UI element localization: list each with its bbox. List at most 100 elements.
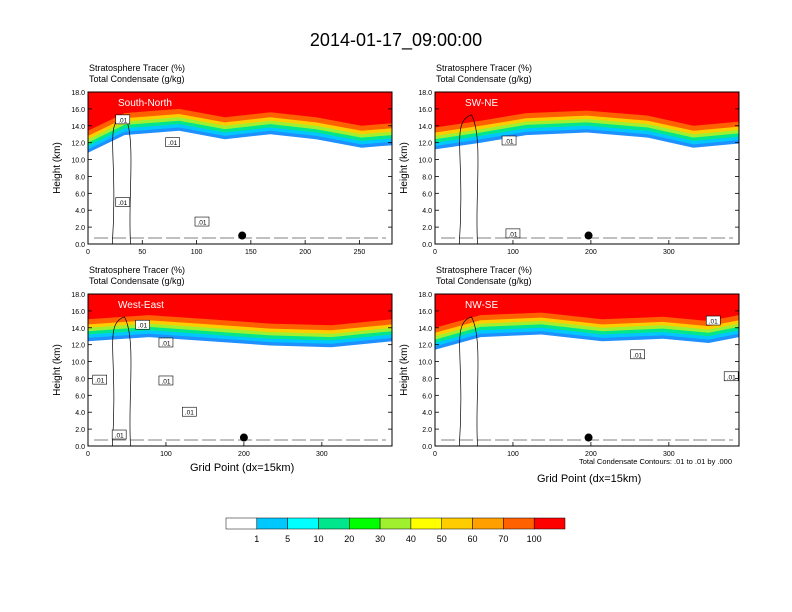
colorbar-label: 100	[527, 534, 542, 544]
colorbar-label: 70	[498, 534, 508, 544]
panel2-title: Stratosphere Tracer (%) Total Condensate…	[436, 63, 532, 85]
contour-label: .01	[709, 319, 718, 326]
colorbar-label: 1	[254, 534, 259, 544]
condensate-contour	[111, 316, 132, 447]
contour-label-box	[630, 349, 645, 360]
ytick-label: 14.0	[418, 326, 432, 333]
contour-label-box	[115, 114, 131, 125]
contour-label: .01	[727, 374, 736, 381]
xtick-label: 150	[245, 249, 257, 256]
colorbar-box	[225, 517, 258, 530]
location-marker	[584, 433, 593, 442]
location-marker	[238, 231, 247, 240]
panel3-title-line1: Stratosphere Tracer (%)	[89, 265, 186, 275]
contour-label: .01	[197, 220, 206, 227]
colorbar-label: 50	[437, 534, 447, 544]
xtick-label: 200	[585, 451, 597, 458]
ytick-label: 16.0	[418, 107, 432, 114]
contour-label-box	[92, 374, 107, 385]
colorbar-box	[287, 517, 319, 530]
panel-3: .01 .01 .01 .01 .01 .01 West-East 0.0 2.0 4.0 6.0 8…	[52, 292, 393, 458]
colorbar-label: 30	[375, 534, 385, 544]
ytick-label: 0.0	[422, 444, 432, 451]
xtick-label: 300	[663, 451, 675, 458]
ytick-label: 4.0	[422, 208, 432, 215]
contour-label-box	[705, 315, 721, 326]
xtick-label: 200	[238, 451, 250, 458]
ytick-label: 14.0	[418, 124, 432, 131]
ytick-label: 10.0	[71, 360, 85, 367]
panel3-title-line2: Total Condensate (g/kg)	[89, 276, 185, 286]
contour-label: .01	[168, 140, 177, 147]
contour-label: .01	[185, 410, 194, 417]
panel-4: .01 .01 .01 NW-SE 0.0 2.0 4.0 6.0 8.0 10.0 12.0 14.…	[399, 292, 740, 458]
panel-4-frame	[434, 293, 740, 447]
colorbar-label: 10	[313, 534, 323, 544]
ytick-label: 12.0	[418, 343, 432, 350]
contour-label: .01	[161, 340, 170, 347]
colorbar-box	[503, 517, 535, 530]
ytick-label: 10.0	[418, 158, 432, 165]
contour-label: .01	[508, 231, 517, 238]
ytick-label: 10.0	[71, 158, 85, 165]
contour-label-box	[505, 228, 521, 239]
ytick-label: 0.0	[422, 242, 432, 249]
panel-1: .01 .01 .01 .01 South-North 0.0 2.0 4.0 6.0 8.0 10…	[52, 90, 393, 256]
xtick-label: 300	[316, 451, 328, 458]
ytick-label: 2.0	[422, 427, 432, 434]
ytick-label: 16.0	[71, 107, 85, 114]
ytick-label: 8.0	[422, 376, 432, 383]
ytick-label: 4.0	[75, 410, 85, 417]
ytick-label: 2.0	[75, 427, 85, 434]
colorbar-box	[533, 517, 566, 530]
xtick-label: 0	[86, 451, 90, 458]
xtick-label: 100	[191, 249, 203, 256]
colorbar-label: 60	[468, 534, 478, 544]
ytick-label: 8.0	[75, 376, 85, 383]
condensate-contour	[458, 114, 479, 245]
ytick-label: 12.0	[71, 141, 85, 148]
colorbar-box	[256, 517, 288, 530]
section-label: SW-NE	[465, 98, 498, 109]
panel-3-frame	[87, 293, 393, 447]
ytick-label: 10.0	[418, 360, 432, 367]
colorbar-box	[472, 517, 504, 530]
ytick-label: 8.0	[422, 174, 432, 181]
contour-label-box	[194, 216, 210, 227]
colorbar-box	[441, 517, 473, 530]
contour-label-box	[115, 197, 131, 207]
ytick-label: 16.0	[71, 309, 85, 316]
ylabel: Height (km)	[52, 344, 63, 396]
colorbar-box	[349, 517, 381, 530]
ytick-label: 4.0	[422, 410, 432, 417]
contour-label: .01	[138, 323, 147, 330]
xtick-label: 100	[160, 451, 172, 458]
section-label: West-East	[118, 300, 164, 311]
contour-label-box	[111, 429, 127, 440]
contour-label-box	[182, 406, 197, 417]
xtick-label: 200	[585, 249, 597, 256]
colorbar: 1 5 10 20 30 40 50 60 70 100	[225, 517, 566, 544]
tracer-layer-1	[435, 92, 739, 128]
ytick-label: 6.0	[75, 393, 85, 400]
panel4-title-line2: Total Condensate (g/kg)	[436, 276, 532, 286]
ytick-label: 0.0	[75, 242, 85, 249]
colorbar-label: 5	[285, 534, 290, 544]
contour-label: .01	[118, 117, 127, 124]
panel-1-frame	[87, 91, 393, 245]
ytick-label: 18.0	[418, 292, 432, 299]
ytick-label: 8.0	[75, 174, 85, 181]
section-label: NW-SE	[465, 300, 498, 311]
location-marker	[239, 433, 248, 442]
ytick-label: 18.0	[71, 292, 85, 299]
contour-label-box	[135, 319, 150, 330]
ylabel: Height (km)	[399, 142, 410, 194]
ylabel: Height (km)	[399, 344, 410, 396]
ylabel: Height (km)	[52, 142, 63, 194]
ytick-label: 6.0	[422, 191, 432, 198]
ytick-label: 6.0	[75, 191, 85, 198]
contour-label: .01	[95, 378, 104, 385]
xtick-label: 0	[433, 249, 437, 256]
ytick-label: 12.0	[71, 343, 85, 350]
tracer-layer-1	[435, 294, 739, 328]
